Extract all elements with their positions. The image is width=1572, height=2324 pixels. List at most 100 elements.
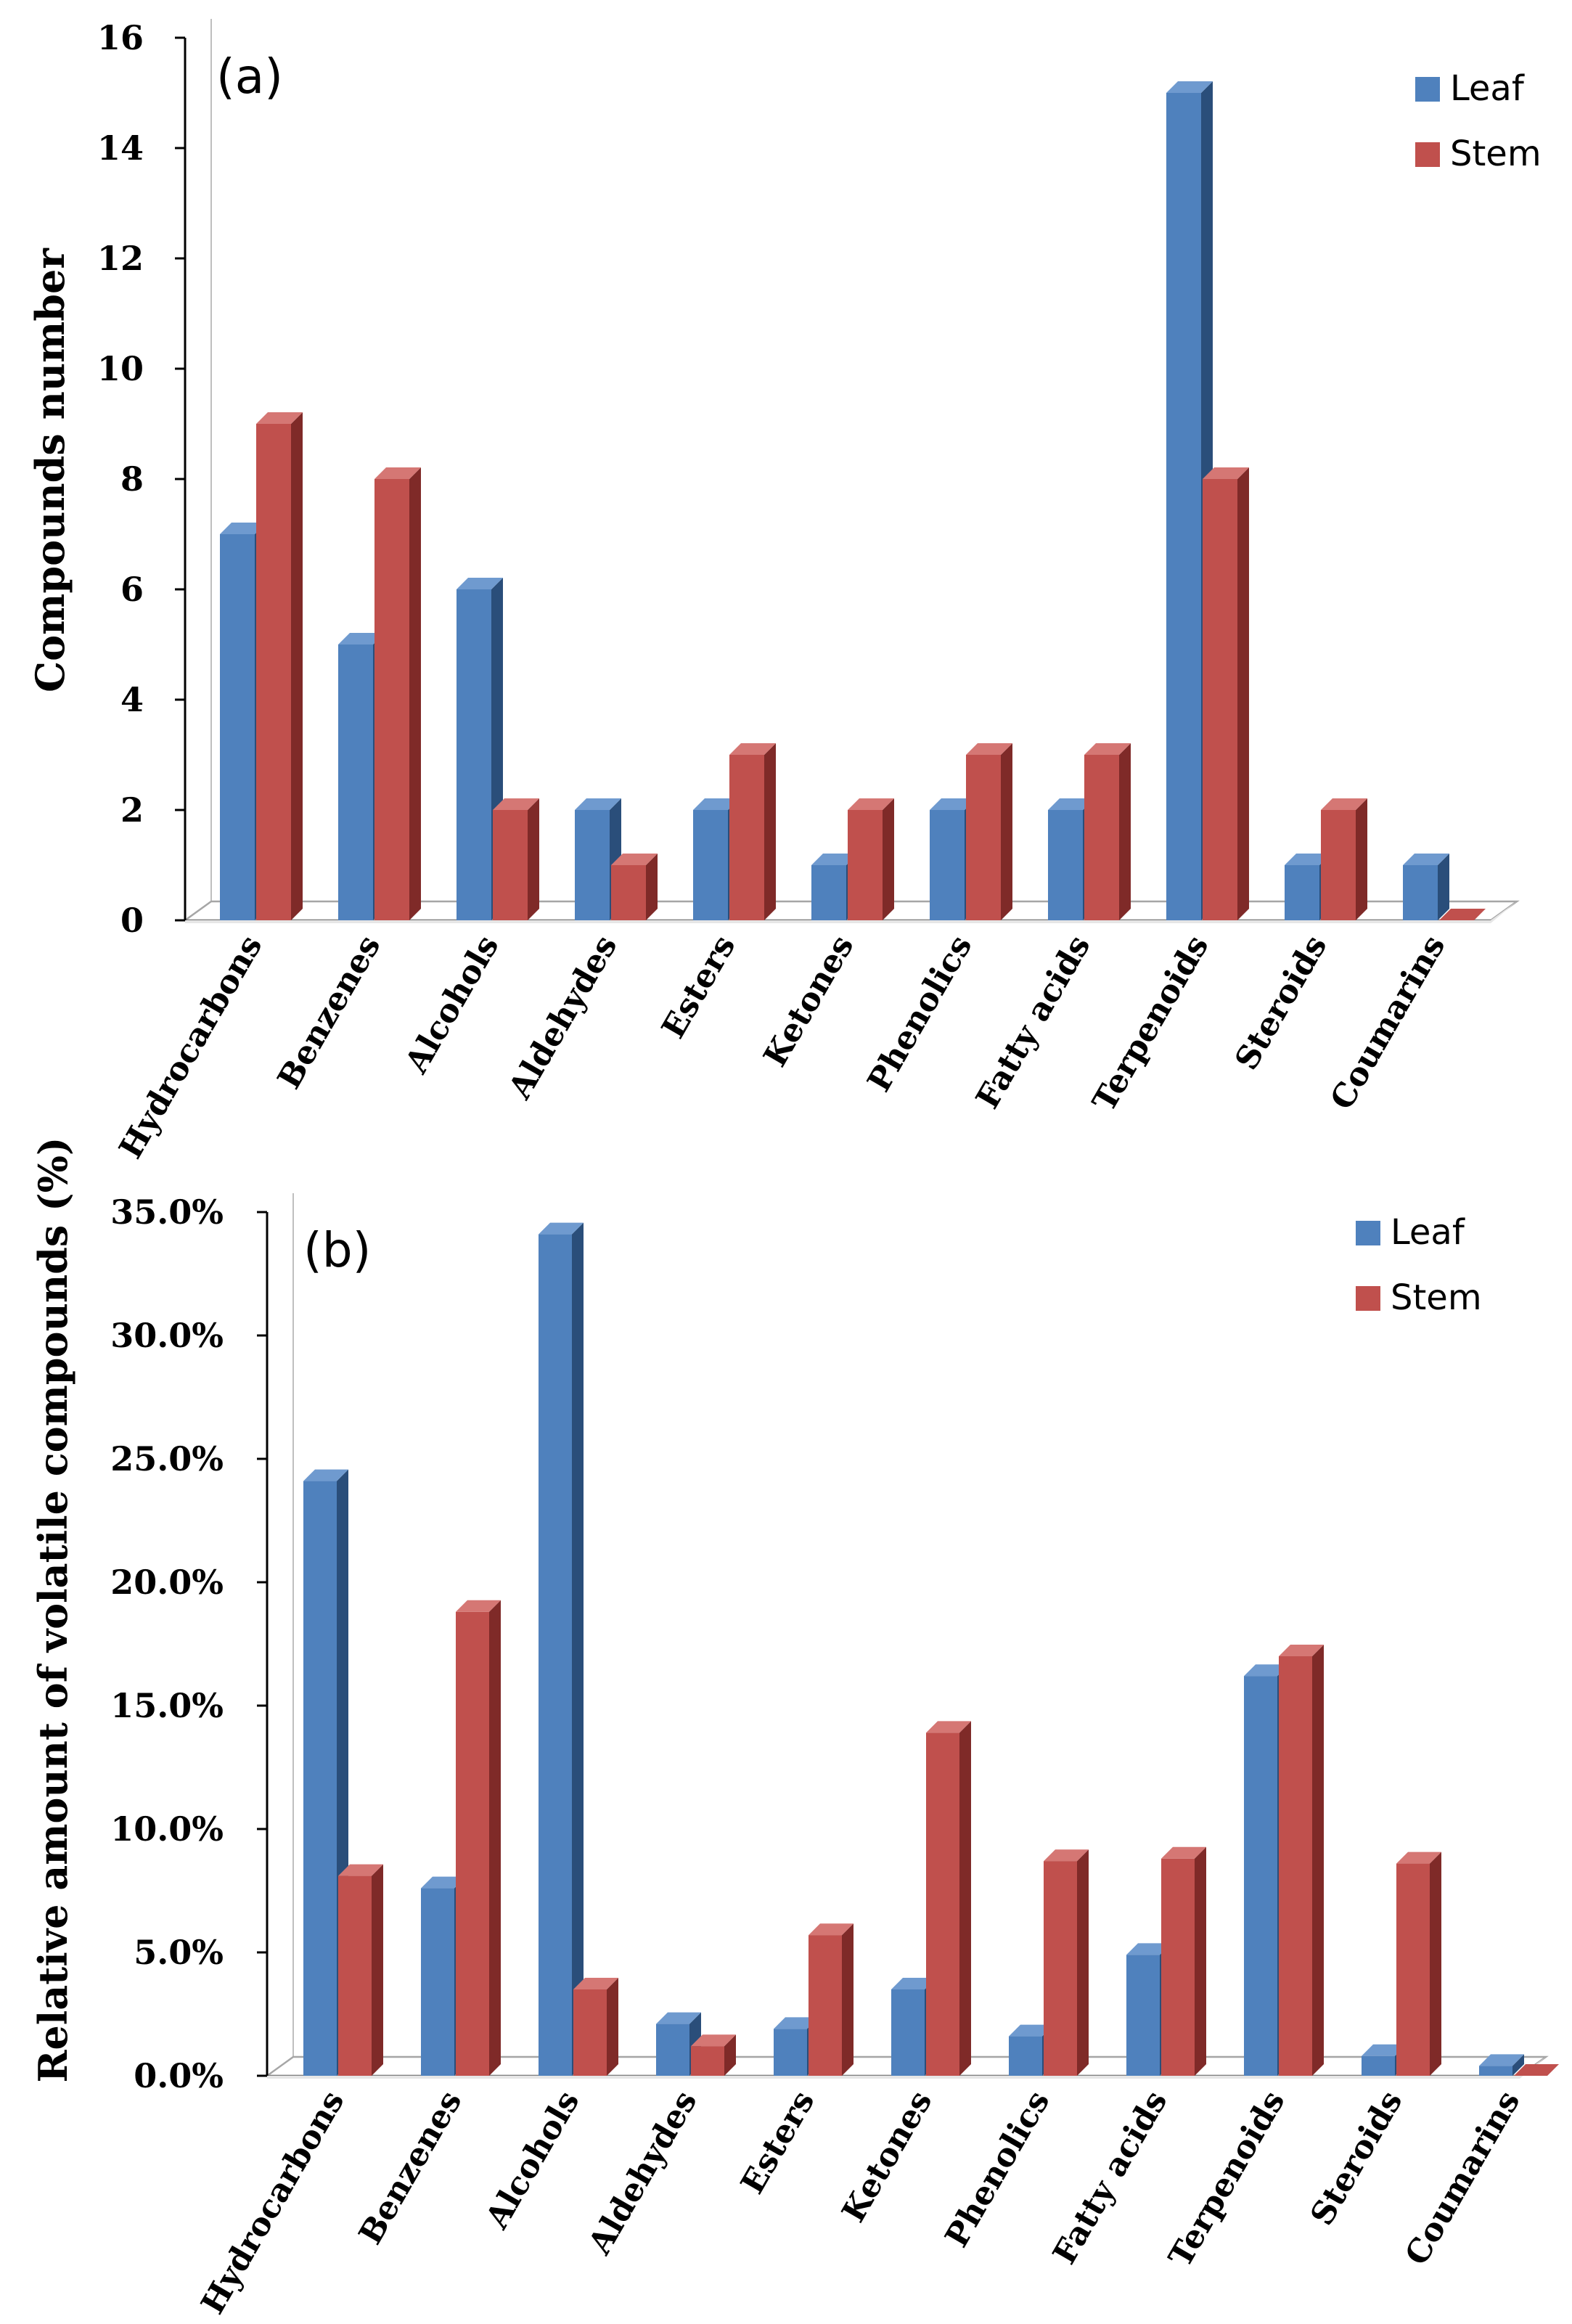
panel-b-bar-side-face (1512, 2054, 1524, 2076)
panel-b-y-tick-label: 10.0% (110, 1809, 224, 1849)
panel-a-category-label-hydrocarbons: Hydrocarbons (112, 929, 269, 1165)
panel-a-floor-thickness (185, 901, 1517, 923)
panel-a-bar-top-face (811, 854, 858, 865)
panel-b-category-label-benzenes: Benzenes (352, 2084, 470, 2251)
panel-b-legend-swatch-leaf (1356, 1221, 1380, 1245)
panel-b-bar-front-face (338, 1875, 372, 2076)
panel-b-bar-leaf-alcohols (539, 1222, 584, 2076)
panel-b-bar-front-face (1009, 2036, 1042, 2076)
panel-b-bar-front-face (303, 1481, 337, 2076)
panel-a-y-tick-label: 2 (120, 790, 144, 830)
panel-a-y-tick-label: 8 (120, 459, 144, 499)
panel-a-bar-top-face (256, 412, 303, 424)
panel-b-legend-label-stem: Stem (1391, 1277, 1482, 1318)
panel-b-bar-side-face (489, 1600, 501, 2076)
panel-b-bar-top-face (691, 2034, 736, 2047)
panel-a-category-label-fatty-acids: Fatty acids (969, 929, 1097, 1115)
panel-a-bar-front-face (1285, 865, 1319, 920)
panel-a-bar-front-face (457, 589, 491, 920)
panel-b-y-tick-label: 15.0% (110, 1686, 224, 1725)
panel-b-y-tick-label: 20.0% (110, 1563, 224, 1602)
panel-b-bar-front-face (421, 1888, 454, 2076)
panel-a-bar-top-face (611, 854, 658, 865)
panel-b-bar-stem-fatty-acids (1161, 1846, 1206, 2076)
panel-a-bar-top-face (930, 798, 976, 810)
panel-a-bar-stem-ketones (848, 798, 894, 920)
panel-b-bar-side-face (1077, 1849, 1089, 2076)
panel-b-bar-side-face (607, 1978, 618, 2076)
panel-b-bar-stem-coumarins (1514, 2064, 1559, 2076)
panel-a-legend-label-leaf: Leaf (1450, 68, 1525, 109)
panel-b-bar-leaf-coumarins (1479, 2054, 1524, 2076)
panel-b-bar-front-face (1479, 2066, 1512, 2076)
panel-a-bar-top-face (575, 798, 621, 810)
panel-b-bar-front-face (1126, 1955, 1160, 2076)
panel-a-bar-front-face (1166, 93, 1201, 920)
panel-a-category-label-terpenoids: Terpenoids (1086, 929, 1216, 1118)
panel-a-bar-side-face (1237, 467, 1249, 920)
panel-b-bar-stem-steroids (1396, 1852, 1441, 2076)
panel-b-category-label-fatty-acids: Fatty acids (1046, 2084, 1174, 2270)
panel-b-bar-front-face (539, 1234, 572, 2076)
panel-a-bar-top-face (1321, 798, 1367, 810)
panel-a-bar-stem-esters (729, 743, 776, 920)
panel-b-bar-side-face (372, 1864, 383, 2076)
panel-b-bar-top-face (1009, 2024, 1054, 2037)
panel-b-bar-front-face (808, 1935, 842, 2076)
panel-a-bar-side-face (1001, 743, 1012, 920)
panel-a-legend-swatch-stem (1415, 142, 1440, 167)
panel-b-legend-swatch-stem (1356, 1286, 1380, 1311)
panel-a-bar-side-face (646, 854, 658, 920)
panel-b-y-tick-label: 25.0% (110, 1439, 224, 1478)
panel-a-bar-top-face (1285, 854, 1331, 865)
panel-a-bar-top-face (457, 578, 503, 589)
panel-a-bar-stem-hydrocarbons (256, 412, 303, 920)
panel-b-label: (b) (303, 1222, 371, 1278)
panel-b-bar-front-face (1279, 1656, 1312, 2076)
panel-a-bar-side-face (883, 798, 894, 920)
panel-b-bar-top-face (1479, 2054, 1524, 2066)
panel-a-bar-top-face (729, 743, 776, 755)
panel-a-bar-front-face (1048, 810, 1083, 920)
panel-b-y-tick-label: 0.0% (134, 2056, 224, 2095)
panel-a-bar-side-face (1119, 743, 1131, 920)
panel-a-bar-front-face (811, 865, 846, 920)
panel-a-bar-front-face (729, 755, 764, 920)
panel-b-bar-stem-benzenes (456, 1600, 501, 2076)
panel-b-bar-top-face (808, 1923, 853, 1936)
panel-a-bar-front-face (374, 479, 409, 920)
panel-b-bar-top-face (456, 1600, 501, 1612)
panel-a-category-label-benzenes: Benzenes (271, 929, 388, 1095)
panel-b-category-label-aldehydes: Aldehydes (581, 2084, 705, 2261)
panel-a-bar-stem-aldehydes (611, 854, 658, 920)
panel-a-category-label-esters: Esters (655, 929, 742, 1044)
panel-a-category-label-steroids: Steroids (1228, 929, 1335, 1076)
panel-a-bar-front-face (493, 810, 528, 920)
panel-a-y-tick-label: 14 (97, 128, 144, 168)
panel-b-category-label-terpenoids: Terpenoids (1162, 2084, 1293, 2273)
panel-a-bar-front-face (1084, 755, 1119, 920)
panel-b-bar-front-face (774, 2029, 807, 2076)
panel-a-bar-leaf-coumarins (1403, 854, 1449, 920)
panel-b-bar-top-face (926, 1721, 971, 1733)
panel-b-relative-amount-chart: Relative amount of volatile compounds (%… (30, 1137, 1559, 2320)
panel-a-bar-top-face (493, 798, 539, 810)
panel-b-y-tick-label: 30.0% (110, 1316, 224, 1355)
panel-b-category-label-coumarins: Coumarins (1398, 2084, 1527, 2272)
panel-a-label: (a) (216, 49, 283, 105)
panel-b-bar-top-face (774, 2017, 819, 2029)
panel-b-bar-top-face (891, 1978, 936, 1989)
panel-b-category-label-esters: Esters (734, 2084, 822, 2200)
panel-b-y-tick-label: 35.0% (110, 1192, 224, 1232)
panel-a-bar-front-face (1403, 865, 1438, 920)
panel-a-y-tick-label: 16 (97, 18, 144, 57)
panel-a-y-tick-label: 4 (120, 680, 144, 719)
panel-b-bar-zero-face (1514, 2064, 1559, 2076)
panel-a-y-tick-label: 12 (97, 239, 144, 278)
panel-a-bar-stem-steroids (1321, 798, 1367, 920)
panel-a-bar-front-face (1321, 810, 1356, 920)
panel-b-category-label-phenolics: Phenolics (938, 2084, 1057, 2254)
panel-b-bar-stem-phenolics (1044, 1849, 1089, 2076)
panel-a-bar-top-face (1403, 854, 1449, 865)
panel-b-bar-front-face (456, 1611, 489, 2076)
